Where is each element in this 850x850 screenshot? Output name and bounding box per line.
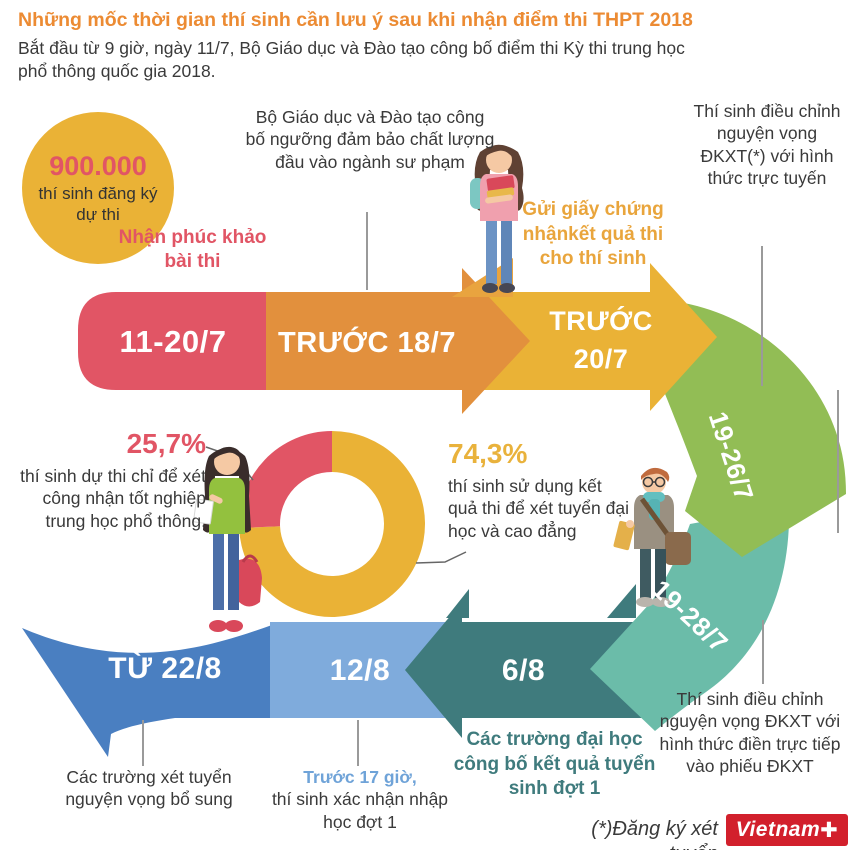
band-label-12-8: 12/8 bbox=[329, 654, 391, 687]
note-nguong-su-pham: Bộ Giáo dục và Đào tạo công bố ngưỡng đả… bbox=[245, 107, 495, 172]
note-dkxt-paper: Thí sinh điều chỉnh nguyện vọng ĐKXT với… bbox=[659, 689, 841, 777]
note-gui-giay: Gửi giấy chứng nhậnkết quả thi cho thí s… bbox=[522, 199, 664, 270]
top-band-yellow-arrow bbox=[462, 263, 717, 411]
bottom-band-dark-blue-arrow bbox=[22, 625, 272, 757]
band-label-tu-22-8: TỪ 22/8 bbox=[108, 652, 222, 685]
donut-left-desc: thí sinh dự thi chỉ để xét công nhận tốt… bbox=[20, 466, 206, 531]
pointer-triangle-teal-1 bbox=[446, 589, 469, 618]
donut-callout-right bbox=[415, 551, 467, 564]
donut-right-stat: 74,3% thí sinh sử dụng kết quả thi để xé… bbox=[448, 436, 630, 542]
top-band-orange-arrow bbox=[265, 268, 530, 414]
page-subtitle: Bắt đầu từ 9 giờ, ngày 11/7, Bộ Giáo dục… bbox=[18, 38, 685, 82]
note-nhap-hoc-time: Trước 17 giờ, bbox=[303, 767, 417, 787]
note-cong-bo-dot-1: Các trường đại học công bố kết quả tuyển… bbox=[453, 729, 656, 800]
band-label-6-8: 6/8 bbox=[501, 654, 546, 687]
band-label-truoc-20-7: TRƯỚC 20/7 bbox=[549, 306, 653, 374]
note-nhap-hoc: Trước 17 giờ, thí sinh xác nhận nhập học… bbox=[270, 766, 450, 833]
badge-number: 900.000 bbox=[49, 151, 147, 182]
band-label-truoc-18-7: TRƯỚC 18/7 bbox=[278, 327, 456, 359]
top-band-red bbox=[78, 292, 266, 390]
band-label-11-20-7: 11-20/7 bbox=[119, 324, 227, 359]
logo-plus-icon: ✚ bbox=[820, 818, 839, 842]
badge-label: thí sinh đăng ký dự thi bbox=[38, 184, 158, 224]
logo-text: Vietnam bbox=[735, 818, 821, 841]
note-dkxt-online: Thí sinh điều chỉnh nguyện vọng ĐKXT(*) … bbox=[693, 101, 841, 189]
donut-slice-red bbox=[239, 431, 332, 529]
donut-chart bbox=[239, 431, 426, 617]
student-girl-redbag-illustration bbox=[193, 446, 262, 632]
student-girl-backpack-illustration bbox=[470, 144, 524, 293]
donut-left-stat: 25,7% thí sinh dự thi chỉ để xét công nh… bbox=[20, 426, 206, 532]
page-title: Những mốc thời gian thí sinh cần lưu ý s… bbox=[18, 9, 693, 31]
bottom-band-dark-teal-arrow bbox=[405, 602, 665, 738]
connector-lines bbox=[142, 212, 839, 766]
donut-right-percent: 74,3% bbox=[448, 438, 528, 469]
curve-band-seafoam bbox=[590, 506, 790, 731]
note-xet-tuyen-bo-sung: Các trường xét tuyển nguyện vọng bổ sung bbox=[65, 767, 233, 810]
donut-slice-yellow bbox=[239, 431, 426, 617]
curve-band-green bbox=[654, 300, 846, 557]
note-nhap-hoc-rest: thí sinh xác nhận nhập học đợt 1 bbox=[271, 789, 449, 832]
note-phuc-khao: Nhận phúc khảo bài thi bbox=[118, 227, 267, 272]
donut-left-percent: 25,7% bbox=[126, 428, 206, 459]
pointer-triangle-teal-2 bbox=[607, 584, 636, 618]
donut-right-desc: thí sinh sử dụng kết quả thi để xét tuyể… bbox=[448, 476, 629, 541]
footnote: (*)Đăng ký xét tuyển bbox=[591, 818, 718, 850]
registration-badge: 900.000 thí sinh đăng ký dự thi bbox=[22, 112, 174, 264]
student-man-glasses-illustration bbox=[613, 467, 691, 607]
vietnamplus-logo: Vietnam ✚ bbox=[726, 814, 848, 846]
